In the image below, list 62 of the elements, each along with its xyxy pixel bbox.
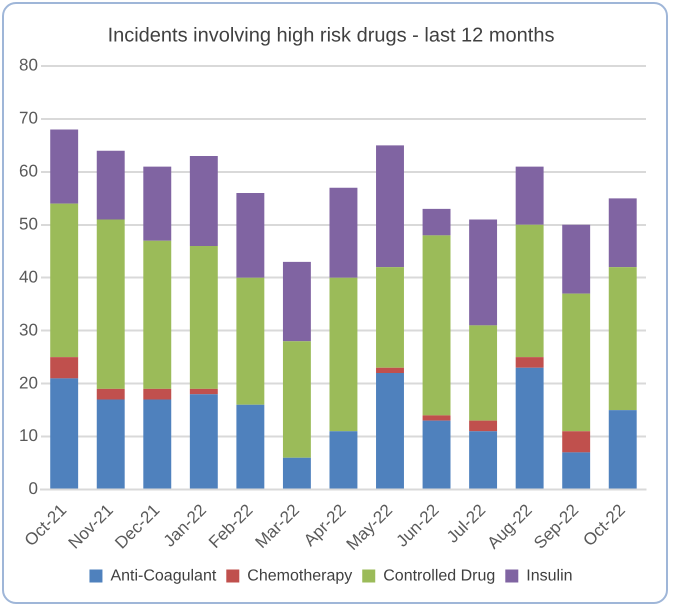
y-tick-label: 30 <box>18 320 38 340</box>
bar <box>469 420 498 432</box>
y-tick-label: 40 <box>18 267 38 286</box>
bar <box>329 188 358 278</box>
bar <box>516 166 544 225</box>
y-tick-label: 20 <box>18 373 38 392</box>
bar <box>282 458 311 488</box>
bar <box>96 400 125 488</box>
y-tick-label: 70 <box>18 108 38 128</box>
bar <box>236 404 264 488</box>
bar <box>562 431 590 452</box>
bar <box>608 410 637 488</box>
bar <box>143 388 172 400</box>
bar <box>50 204 78 358</box>
bar <box>422 415 451 421</box>
bar <box>562 224 590 294</box>
bar <box>422 208 451 236</box>
bar <box>96 388 125 400</box>
bar <box>282 262 311 342</box>
bar <box>143 166 172 241</box>
bar <box>516 368 544 488</box>
bar <box>329 431 358 488</box>
chart-title: Incidents involving high risk drugs - last 12 months <box>108 24 554 47</box>
bar <box>143 400 172 488</box>
y-tick-label: 50 <box>18 214 38 234</box>
bar <box>376 267 404 368</box>
bar <box>608 267 637 410</box>
bar <box>376 368 404 374</box>
legend-label: Controlled Drug <box>383 567 496 584</box>
legend-label: Anti-Coagulant <box>110 567 217 584</box>
legend-label: Chemotherapy <box>247 567 352 584</box>
bar <box>50 357 78 378</box>
bar <box>376 145 404 268</box>
y-tick-label: 60 <box>18 162 38 181</box>
bar <box>190 394 218 488</box>
y-tick-label: 10 <box>18 426 38 446</box>
bar <box>562 452 590 488</box>
bar <box>236 193 264 278</box>
legend-label: Insulin <box>526 567 573 584</box>
bar <box>190 246 218 389</box>
bar <box>190 388 218 394</box>
y-tick-label: 80 <box>18 56 38 75</box>
bar <box>236 278 264 405</box>
bar <box>96 150 125 220</box>
bar <box>469 220 498 326</box>
bar <box>562 294 590 432</box>
bar <box>516 224 544 358</box>
bar <box>422 420 451 488</box>
bar <box>329 278 358 432</box>
bar <box>469 431 498 488</box>
bar <box>50 378 78 488</box>
y-tick-label: 0 <box>28 479 38 498</box>
bar <box>190 156 218 246</box>
bar <box>376 373 404 488</box>
bar <box>516 357 544 368</box>
bar <box>96 220 125 389</box>
bar <box>282 341 311 458</box>
bar <box>50 130 78 204</box>
bar <box>143 240 172 389</box>
bar <box>422 235 451 416</box>
bar <box>608 198 637 268</box>
bar <box>469 325 498 421</box>
